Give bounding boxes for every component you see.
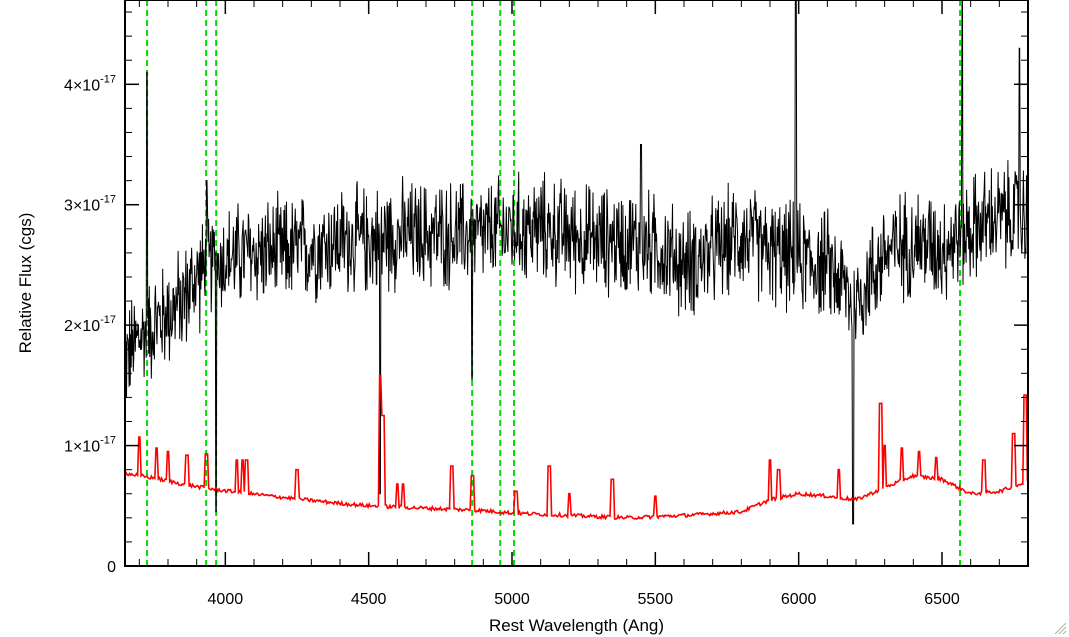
y-tick-label: 3×10-17: [64, 194, 116, 215]
model-spectrum-line: [124, 374, 1029, 521]
resize-grip-icon[interactable]: [1053, 621, 1067, 635]
x-tick-label: 5000: [494, 591, 530, 608]
x-tick-label: 4000: [208, 591, 244, 608]
series-layer: [124, 0, 1029, 525]
x-tick-label: 4500: [351, 591, 387, 608]
y-tick-label: 4×10-17: [64, 73, 116, 94]
x-axis-title: Rest Wavelength (Ang): [489, 616, 664, 635]
x-tick-label: 5500: [638, 591, 674, 608]
y-tick-label: 2×10-17: [64, 314, 116, 335]
y-axis-title: Relative Flux (cgs): [16, 213, 35, 354]
observed-spectrum-line: [124, 0, 1028, 525]
emission-line-markers: [146, 0, 962, 566]
plot-frame: [124, 0, 1029, 567]
x-tick-label: 6000: [781, 591, 817, 608]
x-axis-ticks: 4000 4500 5000 5500 6000 6500: [138, 0, 1000, 608]
x-tick-label: 6500: [924, 591, 960, 608]
y-tick-label: 1×10-17: [64, 435, 116, 456]
y-axis-ticks: 0 1×10-17 2×10-17 3×10-17 4×10-17: [64, 11, 1028, 576]
y-tick-label: 0: [107, 559, 116, 576]
